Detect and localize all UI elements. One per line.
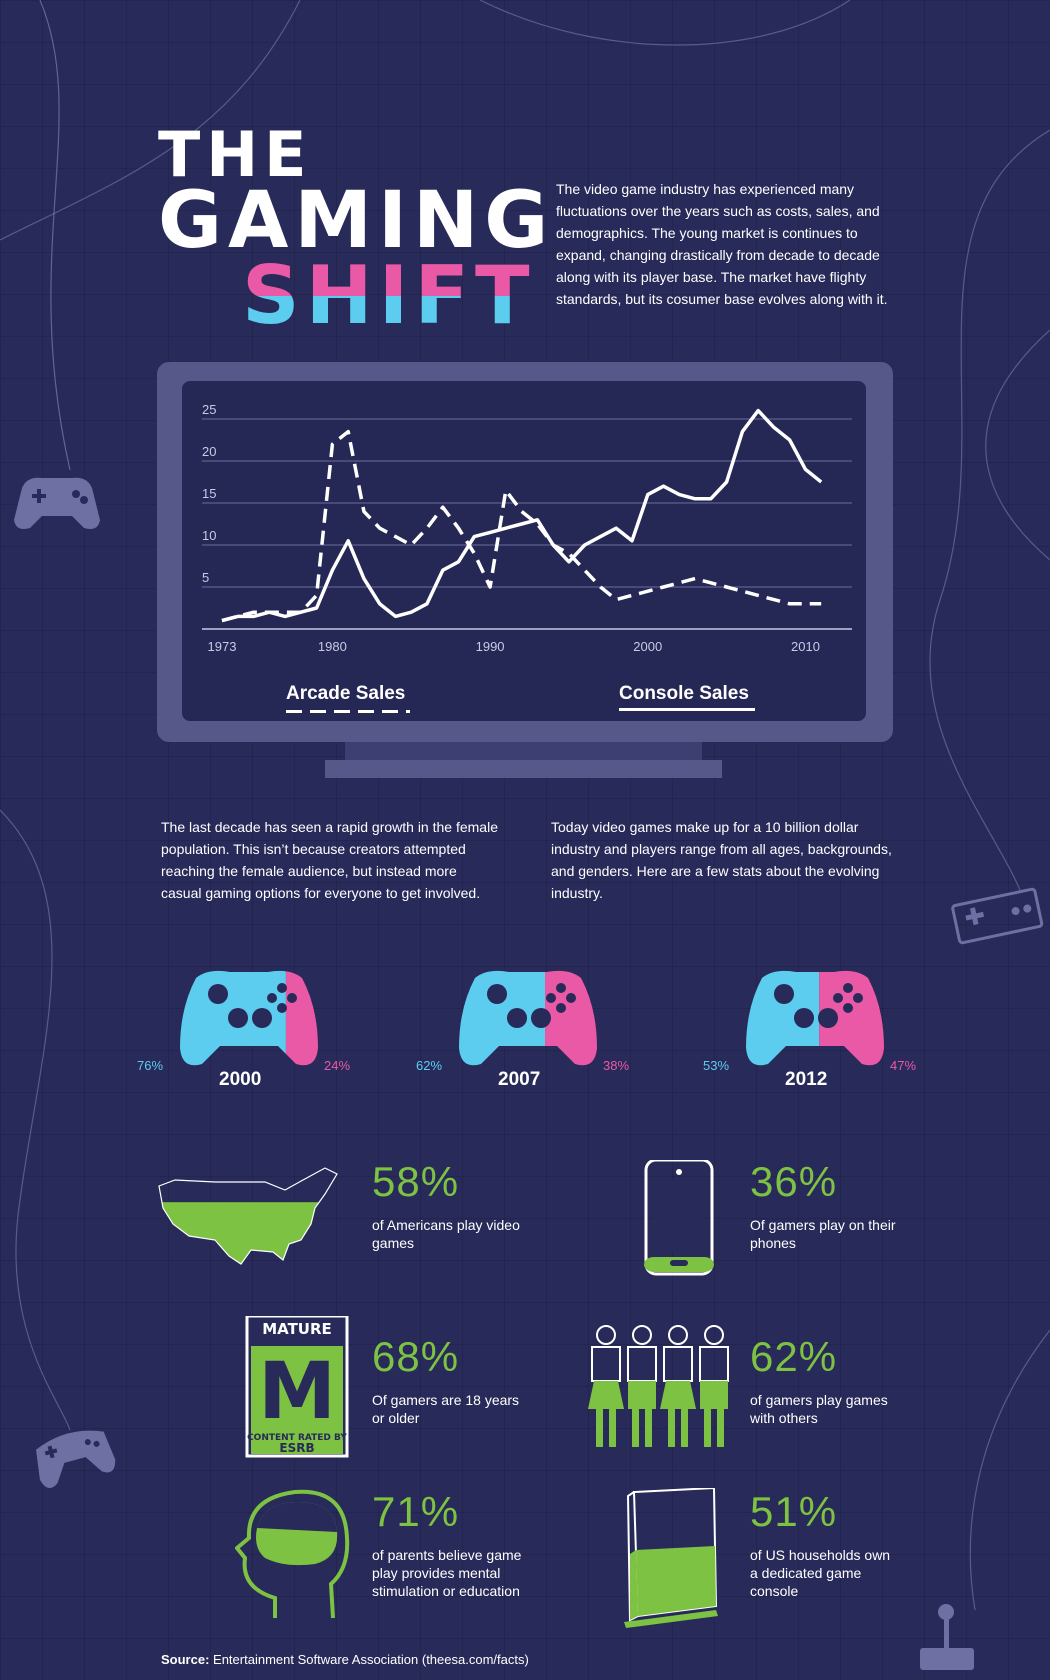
paragraph-female-growth: The last decade has seen a rapid growth … — [161, 819, 498, 901]
source-label: Source: — [161, 1652, 210, 1667]
legend-arcade-dashed-line — [286, 710, 410, 713]
gamepad-icon — [14, 477, 100, 529]
controller-year: 2007 — [498, 1069, 541, 1090]
female-share-fill — [545, 970, 597, 1066]
female-percentage: 38% — [603, 1058, 630, 1073]
stat-value: 36% — [750, 1158, 838, 1205]
nes-controller-icon — [951, 887, 1044, 945]
stat-icon-wrap — [640, 1158, 830, 1315]
female-percentage: 24% — [324, 1058, 351, 1073]
y-tick-label: 10 — [202, 528, 216, 543]
source-line: Source: Entertainment Software Associati… — [161, 1652, 529, 1667]
stat-value: 58% — [372, 1158, 460, 1205]
title-line-3: SHIFT — [242, 249, 536, 342]
intro-text: The video game industry has experienced … — [556, 181, 888, 307]
gamepad-split-icon — [180, 970, 318, 1066]
female-share-fill — [285, 970, 318, 1066]
esrb-letter: M — [258, 1347, 336, 1437]
source-text: Entertainment Software Association (thee… — [213, 1652, 529, 1667]
stat-value: 62% — [750, 1333, 838, 1380]
stat-description: of US households own a dedicated game co… — [750, 1547, 891, 1599]
stat-icon-wrap: MATURE M CONTENT RATED BY ESRB — [245, 1314, 435, 1471]
controller-year: 2000 — [219, 1069, 262, 1090]
male-percentage: 76% — [137, 1058, 164, 1073]
n64-controller-icon — [36, 1430, 116, 1488]
x-tick-label: 1980 — [318, 639, 347, 654]
title-line-2: GAMING — [158, 176, 555, 266]
gamepad-split-icon — [746, 970, 884, 1066]
legend-console-solid-line — [619, 708, 755, 711]
stat-icon-wrap — [234, 1488, 425, 1643]
sales-line-chart: 5 10 15 20 25 1973 1980 1990 2000 2010 — [202, 402, 852, 654]
phone-icon — [644, 1158, 714, 1276]
stat-value: 51% — [750, 1488, 838, 1535]
stat-icon-wrap — [582, 1325, 772, 1480]
x-tick-label: 2000 — [633, 639, 662, 654]
legend-arcade: Arcade Sales — [286, 683, 406, 704]
esrb-line2: ESRB — [279, 1441, 314, 1455]
y-tick-label: 20 — [202, 444, 216, 459]
stat-description: of Americans play video games — [372, 1217, 520, 1251]
female-percentage: 47% — [890, 1058, 917, 1073]
people-icon — [588, 1325, 729, 1447]
male-percentage: 53% — [703, 1058, 730, 1073]
gamepad-split-icon — [459, 970, 597, 1066]
paragraph-industry: Today video games make up for a 10 billi… — [551, 819, 892, 901]
joystick-icon — [920, 1604, 974, 1670]
console-icon — [624, 1486, 718, 1628]
male-percentage: 62% — [416, 1058, 443, 1073]
esrb-line1: CONTENT RATED BY — [247, 1433, 347, 1443]
esrb-top-text: MATURE — [262, 1320, 332, 1338]
y-tick-label: 5 — [202, 570, 209, 585]
stat-description: Of gamers play on their phones — [750, 1217, 896, 1251]
y-tick-label: 25 — [202, 402, 216, 417]
us-map-icon — [158, 1167, 338, 1265]
stat-description: of parents believe game play provides me… — [372, 1547, 522, 1599]
console-sales-line — [221, 408, 823, 623]
monitor-stand — [325, 760, 722, 778]
head-brain-icon — [234, 1489, 350, 1619]
controller-year: 2012 — [785, 1069, 828, 1090]
controller-2007 — [457, 968, 599, 1075]
stat-value: 68% — [372, 1333, 460, 1380]
title-line-1: THE — [158, 118, 313, 191]
monitor-neck — [345, 742, 702, 762]
x-tick-label: 2010 — [791, 639, 820, 654]
controller-2012 — [744, 968, 886, 1075]
stat-icon-wrap — [155, 1160, 345, 1315]
stat-icon-wrap — [604, 1486, 794, 1643]
stat-description: of gamers play games with others — [750, 1392, 888, 1426]
y-tick-label: 15 — [202, 486, 216, 501]
stat-value: 71% — [372, 1488, 460, 1535]
x-tick-label: 1990 — [476, 639, 505, 654]
arcade-sales-line — [221, 429, 822, 623]
legend-console: Console Sales — [619, 683, 749, 704]
monitor-screen — [182, 381, 866, 721]
controller-2000 — [178, 968, 320, 1075]
stat-description: Of gamers are 18 years or older — [372, 1392, 520, 1426]
x-tick-label: 1973 — [208, 639, 237, 654]
